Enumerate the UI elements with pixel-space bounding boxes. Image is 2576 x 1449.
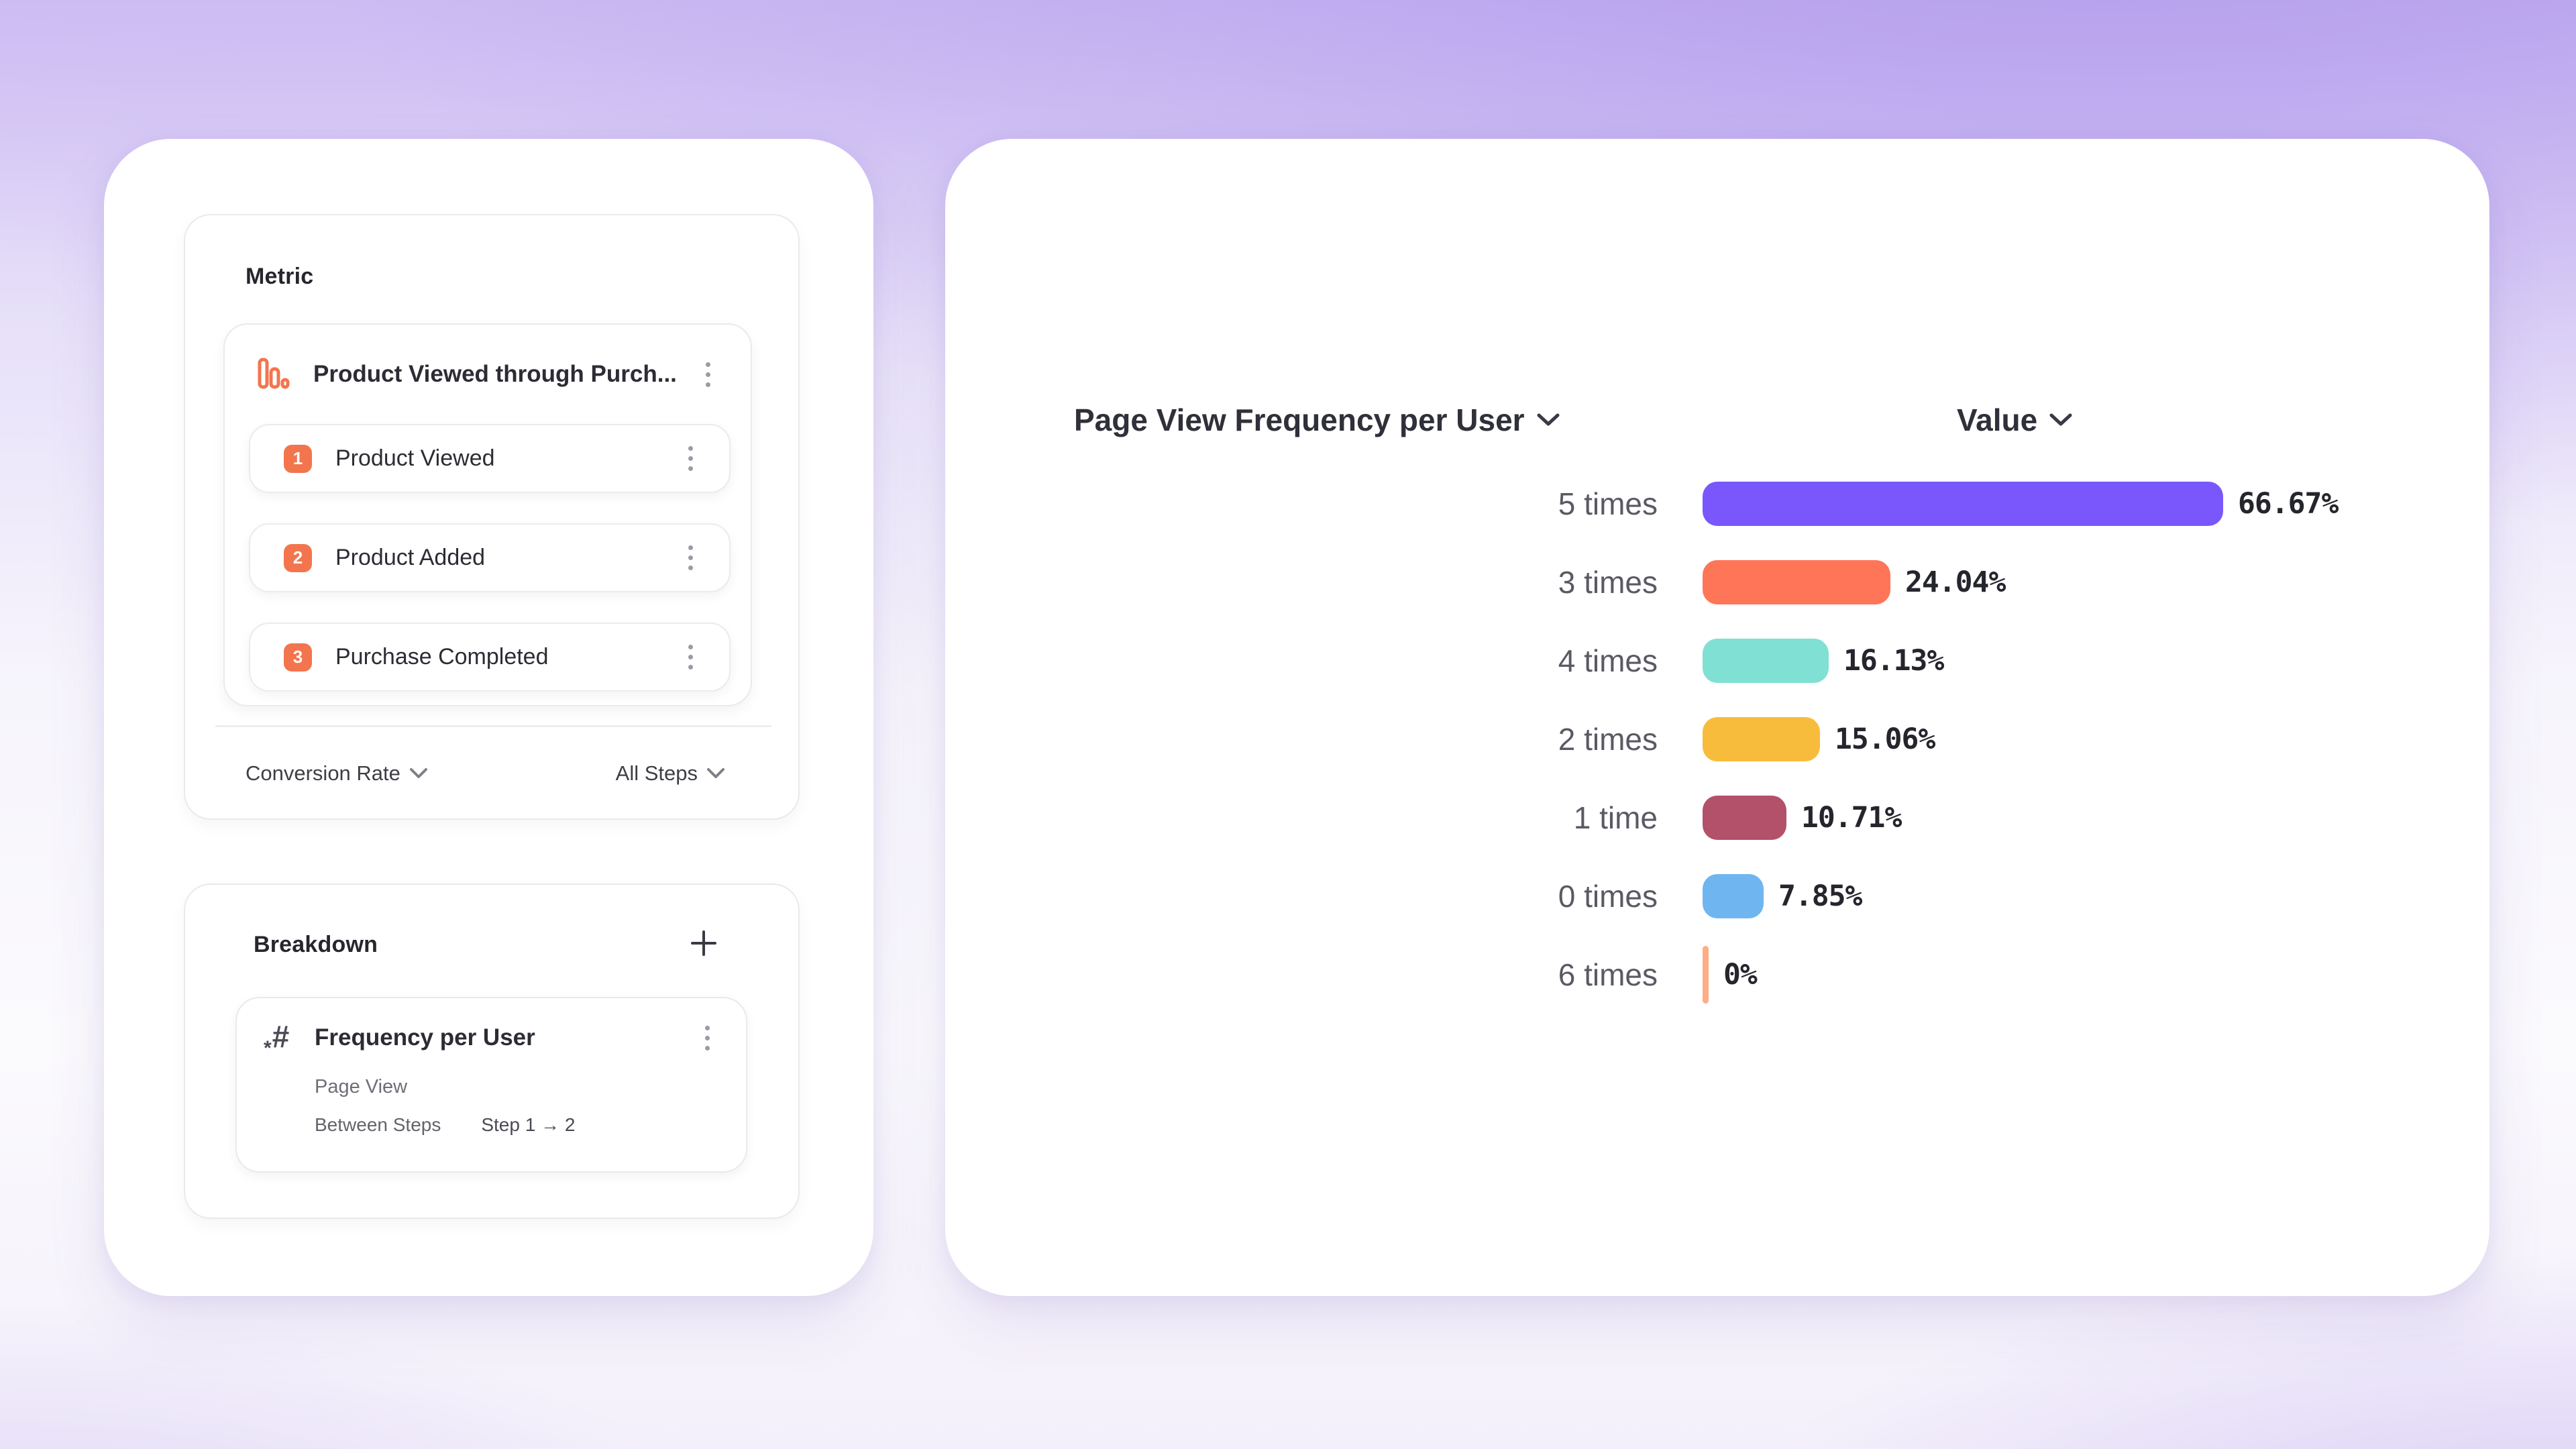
- steps-filter-value: All Steps: [615, 761, 698, 785]
- chart-bar[interactable]: [1703, 559, 1890, 604]
- breakdown-item[interactable]: # * Frequency per User Page View Between …: [235, 997, 747, 1173]
- steps-filter-dropdown[interactable]: All Steps: [616, 761, 724, 786]
- metric-footer: Conversion Rate All Steps: [246, 727, 724, 820]
- chart-value-text: 16.13%: [1843, 643, 1944, 678]
- chart-value-text: 7.85%: [1778, 879, 1862, 913]
- metric-section: Metric Product Viewed through Purch... 1…: [184, 214, 800, 820]
- chevron-down-icon: [1537, 413, 1560, 426]
- breakdown-section: Breakdown # * Frequency per User Page Vie…: [184, 883, 800, 1219]
- metric-kebab-menu[interactable]: [700, 357, 716, 392]
- measurement-value: Conversion Rate: [246, 761, 400, 785]
- step-kebab-menu[interactable]: [683, 441, 698, 476]
- metric-section-title: Metric: [246, 264, 314, 289]
- breakdown-event-name: Page View: [315, 1076, 408, 1097]
- funnel-bars-icon: [257, 356, 290, 393]
- chart-category-label: 3 times: [1558, 564, 1658, 600]
- between-steps-label: Between Steps: [315, 1114, 441, 1135]
- chart-row: 6 times 0%: [945, 935, 2489, 1014]
- chart-bar[interactable]: [1703, 716, 1820, 761]
- breakdown-section-title: Breakdown: [254, 932, 378, 957]
- chart-value-label: Value: [1957, 402, 2038, 437]
- chart-row: 2 times 15.06%: [945, 700, 2489, 778]
- funnel-step-row[interactable]: 2 Product Added: [249, 523, 731, 592]
- numeric-property-icon: # *: [264, 1019, 289, 1059]
- chart-x-axis-label: Page View Frequency per User: [1074, 402, 1525, 437]
- metric-name: Product Viewed through Purch...: [313, 361, 677, 387]
- chart-value-dropdown[interactable]: Value: [1957, 402, 2072, 438]
- funnel-step-row[interactable]: 1 Product Viewed: [249, 424, 731, 493]
- bar-chart: 5 times 66.67% 3 times 24.04% 4 times 16…: [945, 464, 2489, 1014]
- measurement-dropdown[interactable]: Conversion Rate: [246, 761, 427, 786]
- chart-category-label: 5 times: [1558, 486, 1658, 521]
- steps-range-value[interactable]: Step 1 → 2: [481, 1114, 576, 1135]
- step-event-name: Product Added: [335, 545, 486, 570]
- chart-row: 0 times 7.85%: [945, 857, 2489, 935]
- chart-row: 1 time 10.71%: [945, 778, 2489, 857]
- step-kebab-menu[interactable]: [683, 639, 698, 675]
- chart-row: 4 times 16.13%: [945, 621, 2489, 700]
- query-builder-panel: Metric Product Viewed through Purch... 1…: [104, 139, 873, 1296]
- chart-value-text: 15.06%: [1835, 722, 1935, 756]
- chart-bar[interactable]: [1703, 481, 2223, 526]
- breakdown-property-name: Frequency per User: [315, 1024, 535, 1051]
- chart-x-axis-dropdown[interactable]: Page View Frequency per User: [1074, 402, 1560, 438]
- funnel-steps-list: 1 Product Viewed 2 Product Added 3 Purch…: [225, 424, 751, 692]
- chevron-down-icon: [2049, 413, 2072, 426]
- breakdown-kebab-menu[interactable]: [700, 1020, 715, 1056]
- divider: [215, 725, 771, 727]
- chevron-down-icon: [707, 768, 724, 778]
- step-event-name: Purchase Completed: [335, 644, 549, 669]
- chart-category-label: 1 time: [1573, 800, 1658, 835]
- chart-category-label: 0 times: [1558, 878, 1658, 914]
- chart-value-text: 24.04%: [1905, 565, 2006, 599]
- chart-bar[interactable]: [1703, 873, 1764, 918]
- chart-category-label: 6 times: [1558, 957, 1658, 992]
- chevron-down-icon: [409, 768, 427, 778]
- chart-row: 5 times 66.67%: [945, 464, 2489, 543]
- chart-panel: Page View Frequency per User Value 5 tim…: [945, 139, 2489, 1296]
- chart-bar[interactable]: [1703, 945, 1709, 1004]
- step-number-badge: 3: [284, 643, 312, 672]
- chart-bar[interactable]: [1703, 638, 1829, 683]
- step-kebab-menu[interactable]: [683, 540, 698, 576]
- metric-selector[interactable]: Product Viewed through Purch...: [225, 325, 751, 424]
- chart-value-text: 66.67%: [2238, 486, 2339, 521]
- chart-bar[interactable]: [1703, 795, 1786, 840]
- chart-value-text: 0%: [1723, 957, 1758, 991]
- chart-value-text: 10.71%: [1801, 800, 1902, 835]
- step-number-badge: 1: [284, 444, 312, 473]
- chart-category-label: 2 times: [1558, 721, 1658, 757]
- step-event-name: Product Viewed: [335, 445, 495, 471]
- chart-category-label: 4 times: [1558, 643, 1658, 678]
- funnel-step-row[interactable]: 3 Purchase Completed: [249, 623, 731, 692]
- metric-group-card: Product Viewed through Purch... 1 Produc…: [223, 323, 752, 706]
- add-breakdown-button[interactable]: [690, 929, 718, 961]
- step-number-badge: 2: [284, 543, 312, 572]
- chart-row: 3 times 24.04%: [945, 543, 2489, 621]
